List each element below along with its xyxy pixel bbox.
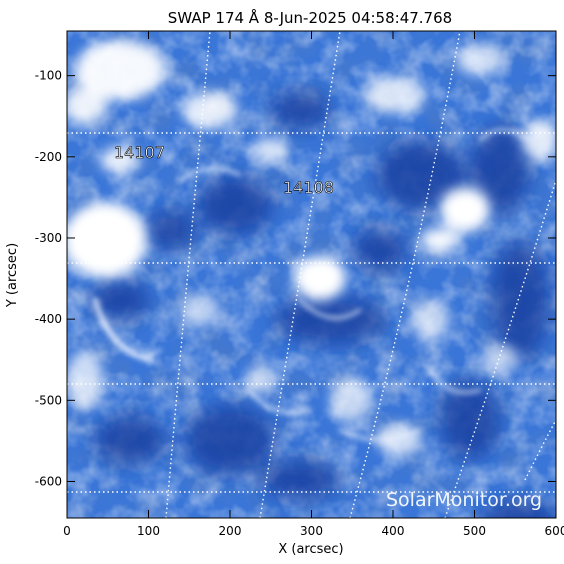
y-axis: -100 -200 -300 -400 -500 -600 [35, 69, 556, 488]
x-tick-label: 400 [382, 524, 405, 538]
solar-image [67, 31, 556, 518]
x-tick-label: 0 [63, 524, 71, 538]
region-label-14108: 14108 [283, 178, 334, 197]
region-labels: 14107 14108 [114, 143, 335, 198]
x-axis: 0 100 200 300 400 500 600 [63, 31, 564, 538]
y-tick-label: -300 [35, 231, 62, 245]
y-tick-label: -600 [35, 474, 62, 488]
x-tick-label: 600 [545, 524, 564, 538]
y-tick-label: -400 [35, 312, 62, 326]
figure-title: SWAP 174 Å 8-Jun-2025 04:58:47.768 [168, 8, 452, 27]
coordinate-grid [67, 31, 556, 518]
x-tick-label: 200 [219, 524, 242, 538]
x-tick-label: 300 [300, 524, 323, 538]
region-label-14107: 14107 [114, 143, 165, 162]
y-tick-label: -500 [35, 393, 62, 407]
y-axis-label: Y (arcsec) [5, 243, 20, 308]
y-tick-label: -100 [35, 69, 62, 83]
y-tick-label: -200 [35, 150, 62, 164]
x-axis-label: X (arcsec) [278, 542, 343, 557]
watermark: SolarMonitor.org [386, 489, 542, 511]
x-tick-label: 100 [137, 524, 160, 538]
x-tick-label: 500 [463, 524, 486, 538]
